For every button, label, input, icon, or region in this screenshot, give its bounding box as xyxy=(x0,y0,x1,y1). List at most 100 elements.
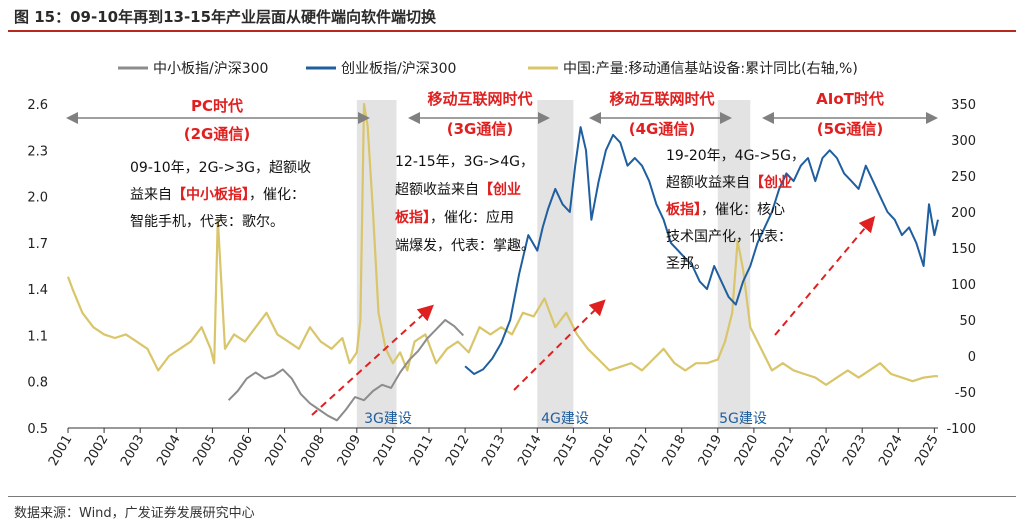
left-tick-label: 0.8 xyxy=(27,376,48,391)
x-tick-label: 2009 xyxy=(335,433,365,469)
right-tick-label: -100 xyxy=(946,422,976,437)
note-1-line-2: 益来自【中小板指】，催化： xyxy=(130,186,305,203)
note-2-line-3: 板指】，催化：应用 xyxy=(395,209,514,226)
right-tick-label: 0 xyxy=(968,350,976,365)
note-2-line-2: 超额收益来自【创业 xyxy=(395,181,521,198)
note-1-line-1: 09-10年，2G->3G，超额收 xyxy=(130,160,311,176)
shaded-band xyxy=(717,100,751,428)
x-tick-label: 2014 xyxy=(515,433,545,469)
series-line-zxb xyxy=(227,319,465,422)
x-tick-label: 2016 xyxy=(587,433,617,469)
note-3-line-3: 板指】，催化：核心 xyxy=(666,201,785,218)
period-labels: PC时代 (2G通信) 移动互联网时代 (3G通信) 移动互联网时代 (4G通信… xyxy=(184,90,884,143)
x-tick-label: 2004 xyxy=(154,433,184,469)
trend-arrow-3 xyxy=(774,215,876,336)
band-label-4g: 4G建设 xyxy=(541,411,589,427)
x-tick-label: 2006 xyxy=(226,433,256,469)
trend-arrow-2 xyxy=(513,299,606,391)
note-3-red-a: 【创业 xyxy=(750,174,792,191)
figure-title: 图 15：09-10年再到13-15年产业层面从硬件端向软件端切换 xyxy=(14,8,437,26)
x-tick-label: 2002 xyxy=(82,433,112,469)
left-tick-label: 1.4 xyxy=(27,283,48,298)
trend-arrows xyxy=(311,215,876,416)
period-label-pc: PC时代 xyxy=(191,97,243,115)
left-tick-label: 2.3 xyxy=(27,144,48,159)
right-tick-label: 50 xyxy=(959,314,976,329)
x-tick-label: 2017 xyxy=(624,433,654,469)
trend-arrow-1 xyxy=(311,304,434,416)
period-label-4g: 移动互联网时代 xyxy=(609,90,714,108)
right-axis-ticks: -100 -50 0 50 100 150 200 250 300 350 xyxy=(946,98,976,437)
note-3-line-3b: ，催化：核心 xyxy=(701,202,785,218)
x-tick-label: 2010 xyxy=(371,433,401,469)
x-tick-label: 2019 xyxy=(696,433,726,469)
series-lines xyxy=(66,102,939,422)
left-axis-ticks: 0.5 0.8 1.1 1.4 1.7 2.0 2.3 2.6 xyxy=(27,98,48,437)
period-label-5g: AIoT时代 xyxy=(816,90,884,108)
period-sub-3g: (3G通信) xyxy=(447,120,513,138)
x-tick-label: 2007 xyxy=(263,433,293,469)
left-tick-label: 0.5 xyxy=(27,422,48,437)
x-tick-label: 2024 xyxy=(876,433,906,469)
series-line-base-station xyxy=(66,102,938,386)
x-tick-label: 2012 xyxy=(443,433,473,469)
note-3-line-4: 技术国产化，代表： xyxy=(666,229,792,245)
left-tick-label: 1.1 xyxy=(27,329,48,344)
left-tick-label: 2.6 xyxy=(27,98,48,113)
note-2-line-4: 端爆发，代表：掌趣。 xyxy=(395,238,535,254)
legend-label-gray: 中小板指/沪深300 xyxy=(153,61,268,77)
band-label-5g: 5G建设 xyxy=(719,411,767,427)
left-tick-label: 1.7 xyxy=(27,237,48,252)
note-1: 09-10年，2G->3G，超额收 益来自【中小板指】，催化： 智能手机，代表：… xyxy=(130,160,311,230)
x-tick-label: 2022 xyxy=(804,433,834,469)
chart: 0.5 0.8 1.1 1.4 1.7 2.0 2.3 2.6 -100 -50 0 50 100 15… xyxy=(27,60,976,469)
x-tick-label: 2013 xyxy=(479,433,509,469)
x-tick-label: 2008 xyxy=(299,433,329,469)
note-1-red: 【中小板指】 xyxy=(172,186,249,203)
note-3: 19-20年，4G->5G， 超额收益来自【创业 板指】，催化：核心 技术国产化… xyxy=(666,148,805,272)
right-tick-label: 300 xyxy=(951,134,976,149)
period-sub-4g: (4G通信) xyxy=(629,120,695,138)
x-tick-label: 2020 xyxy=(732,433,762,469)
right-tick-label: 150 xyxy=(951,242,976,257)
band-labels: 3G建设 4G建设 5G建设 xyxy=(364,411,767,427)
note-1-line-2b: ，催化： xyxy=(249,187,305,203)
period-sub-5g: (5G通信) xyxy=(817,120,883,138)
right-tick-label: 250 xyxy=(951,170,976,185)
right-tick-label: -50 xyxy=(955,386,976,401)
note-3-line-2a: 超额收益来自 xyxy=(666,175,750,191)
period-label-3g: 移动互联网时代 xyxy=(427,90,532,108)
note-3-line-1: 19-20年，4G->5G， xyxy=(666,148,805,164)
x-tick-label: 2015 xyxy=(551,433,581,469)
note-3-line-2: 超额收益来自【创业 xyxy=(666,174,792,191)
note-3-line-5: 圣邦。 xyxy=(666,256,708,272)
note-2-red-b: 板指】 xyxy=(395,209,430,226)
x-tick-label: 2023 xyxy=(840,433,870,469)
series-line-cyb xyxy=(464,126,939,375)
note-1-line-2a: 益来自 xyxy=(130,187,172,203)
x-tick-label: 2011 xyxy=(407,433,437,469)
note-2-line-1: 12-15年，3G->4G， xyxy=(395,154,534,170)
note-2: 12-15年，3G->4G， 超额收益来自【创业 板指】，催化：应用 端爆发，代… xyxy=(395,154,535,254)
x-tick-label: 2005 xyxy=(190,433,220,469)
note-2-line-2a: 超额收益来自 xyxy=(395,182,479,198)
right-tick-label: 350 xyxy=(951,98,976,113)
x-tick-label: 2018 xyxy=(660,433,690,469)
note-1-line-3: 智能手机，代表：歌尔。 xyxy=(130,214,284,230)
shaded-bands xyxy=(356,100,751,428)
legend-label-blue: 创业板指/沪深300 xyxy=(341,61,456,77)
legend: 中小板指/沪深300 创业板指/沪深300 中国:产量:移动通信基站设备:累计同… xyxy=(118,60,858,77)
left-tick-label: 2.0 xyxy=(27,191,48,206)
right-tick-label: 200 xyxy=(951,206,976,221)
period-sub-pc: (2G通信) xyxy=(184,125,250,143)
band-label-3g: 3G建设 xyxy=(364,411,412,427)
x-tick-label: 2001 xyxy=(46,433,76,469)
shaded-band xyxy=(537,100,574,428)
note-3-red-b: 板指】 xyxy=(666,201,701,218)
x-axis-ticks: 2001 2002 2003 2004 2005 2006 2007 2008 2009 2010… xyxy=(46,428,942,469)
note-2-red-a: 【创业 xyxy=(479,181,521,198)
x-tick-label: 2021 xyxy=(768,433,798,469)
source-note: 数据来源：Wind，广发证券发展研究中心 xyxy=(14,506,255,521)
note-2-line-3b: ，催化：应用 xyxy=(430,209,514,226)
title-rule xyxy=(8,30,1016,32)
